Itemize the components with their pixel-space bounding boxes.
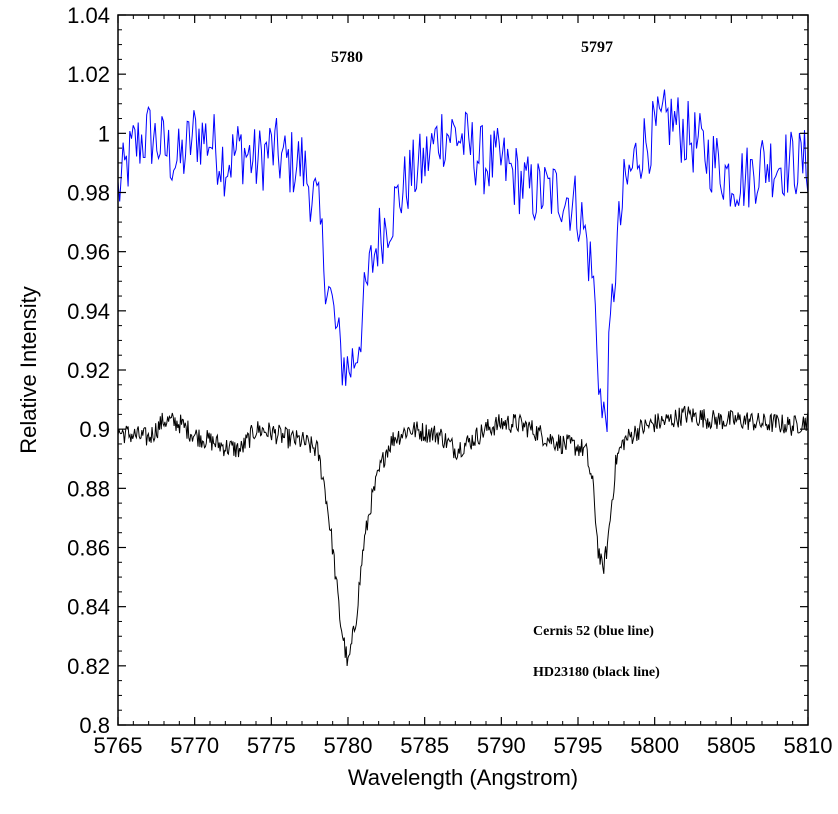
x-tick-label: 5780 [324,733,373,758]
y-axis-title: Relative Intensity [16,286,41,454]
y-tick-label: 0.84 [67,595,110,620]
x-tick-label: 5800 [630,733,679,758]
y-tick-label: 0.98 [67,181,110,206]
y-tick-label: 0.88 [67,476,110,501]
y-tick-label: 0.86 [67,536,110,561]
y-tick-label: 0.9 [79,417,110,442]
series-line-hd23180 [117,405,809,667]
x-tick-label: 5770 [170,733,219,758]
x-tick-label: 5790 [477,733,526,758]
legend-hd23180: HD23180 (black line) [533,665,660,680]
y-tick-label: 0.96 [67,240,110,265]
x-tick-label: 5805 [707,733,756,758]
x-tick-label: 5795 [554,733,603,758]
x-tick-label: 5785 [400,733,449,758]
x-tick-label: 5810 [784,733,833,758]
series-layer [117,89,809,667]
plot-frame [117,14,809,726]
y-tick-label: 1.04 [67,3,110,28]
y-tick-label: 0.94 [67,299,110,324]
ticks-layer: 5765 5770 5775 5780 5785 5790 5795 5800 5805 5810… [67,3,832,758]
y-tick-label: 0.82 [67,654,110,679]
y-tick-label: 0.92 [67,358,110,383]
y-tick-label: 1.02 [67,62,110,87]
x-tick-label: 5765 [94,733,143,758]
y-tick-label: 1 [98,121,110,146]
band-label-5797: 5797 [581,39,613,56]
x-tick-label: 5775 [247,733,296,758]
series-line-cernis-52 [117,89,809,433]
y-tick-label: 0.8 [79,713,110,738]
legend-cernis-52: Cernis 52 (blue line) [533,624,654,639]
band-label-5780: 5780 [331,49,363,66]
x-axis-title: Wavelength (Angstrom) [348,765,578,790]
